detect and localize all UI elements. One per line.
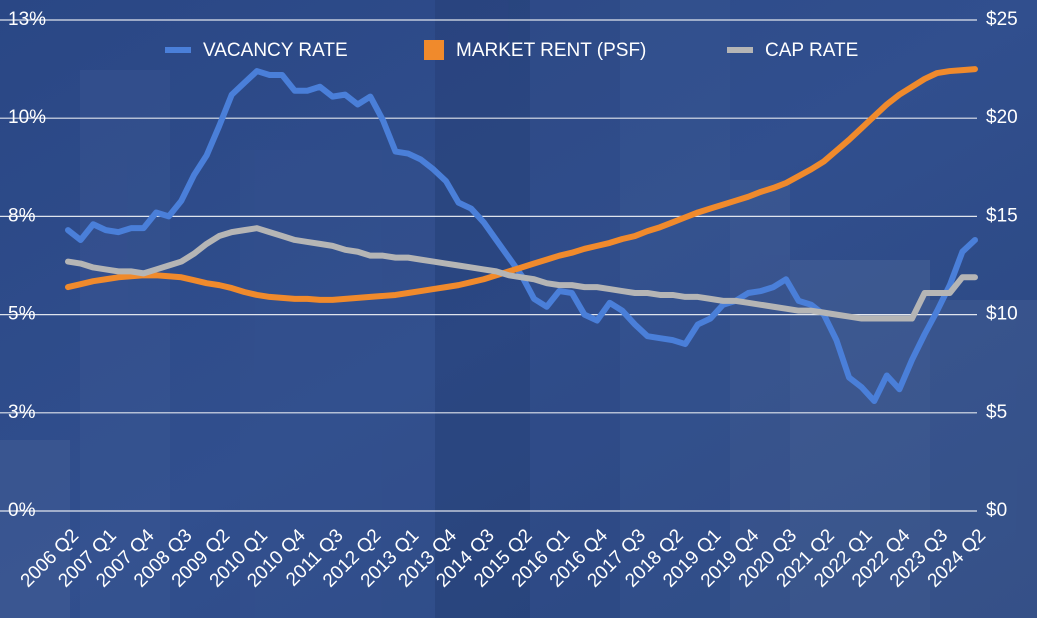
y2-tick-label: $0 <box>986 500 1007 521</box>
y-tick-label: 3% <box>8 402 36 423</box>
legend-label: CAP RATE <box>765 40 858 61</box>
legend-swatch <box>424 40 444 60</box>
y2-tick-label: $10 <box>986 304 1018 325</box>
series-line <box>65 225 978 322</box>
y-tick-label: 10% <box>8 107 46 128</box>
y2-tick-label: $20 <box>986 107 1018 128</box>
y2-tick-label: $25 <box>986 9 1018 30</box>
legend-label: VACANCY RATE <box>203 40 348 61</box>
y-tick-label: 13% <box>8 9 46 30</box>
y-tick-label: 8% <box>8 205 36 226</box>
y-tick-label: 5% <box>8 304 36 325</box>
y-tick-label: 0% <box>8 500 36 521</box>
y2-tick-label: $5 <box>986 402 1007 423</box>
series-line <box>65 66 978 303</box>
legend-label: MARKET RENT (PSF) <box>456 40 646 61</box>
y2-tick-label: $15 <box>986 205 1018 226</box>
